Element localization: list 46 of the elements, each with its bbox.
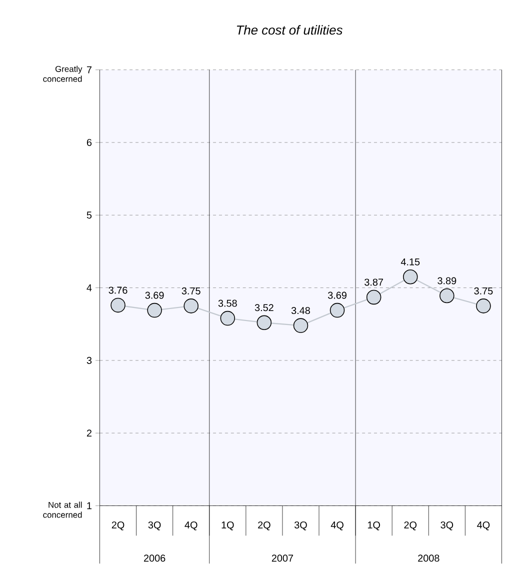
y-tick-label: 4 [86,284,92,292]
y-tick-label: 3 [86,356,92,364]
x-tick-label: 1Q [368,521,380,530]
point [184,298,199,314]
y-tick-label: 2 [87,430,92,437]
x-tick-label: 2Q [404,521,417,530]
x-tick-label: 1Q [222,521,234,530]
y-tick-label: 5 [87,212,92,219]
point [440,288,454,304]
data-label: 4.15 [401,258,420,266]
y-tick-label: 6 [87,138,92,146]
point [294,318,308,333]
data-label: 3.69 [328,292,347,299]
data-label: 3.75 [182,287,200,294]
point [256,315,272,330]
text: 2007 [272,554,294,562]
text: Not at all concerned [43,502,82,518]
data-label: 3.76 [108,286,128,294]
text: 2006 [144,554,166,562]
point [330,302,345,318]
y-tick-label: 7 [87,66,92,74]
data-label: 3.75 [474,287,493,294]
chart-title: The cost of utilities [237,25,343,35]
data-label: 3.69 [145,292,164,299]
point [220,310,236,326]
text: Greatly concerned [43,66,82,82]
data-label: 3.52 [255,304,274,312]
x-tick-label: 3Q [148,521,161,530]
x-tick-label: 3Q [294,521,308,530]
x-tick-label: 3Q [440,521,454,530]
x-tick-label: 2Q [112,521,124,530]
point [366,290,382,305]
x-tick-label: 4Q [477,521,490,530]
data-label: 3.48 [292,307,310,314]
point [476,298,491,314]
y-tick-label: 1 [87,502,92,510]
point [403,269,418,284]
data-label: 3.87 [364,278,384,286]
point [147,302,162,318]
x-tick-label: 4Q [184,521,198,530]
data-label: 3.89 [438,277,456,284]
x-tick-label: 2Q [258,521,270,530]
x-tick-label: 4Q [331,521,344,530]
point [110,298,126,313]
text: 2008 [418,554,440,562]
data-label: 3.58 [218,300,238,307]
